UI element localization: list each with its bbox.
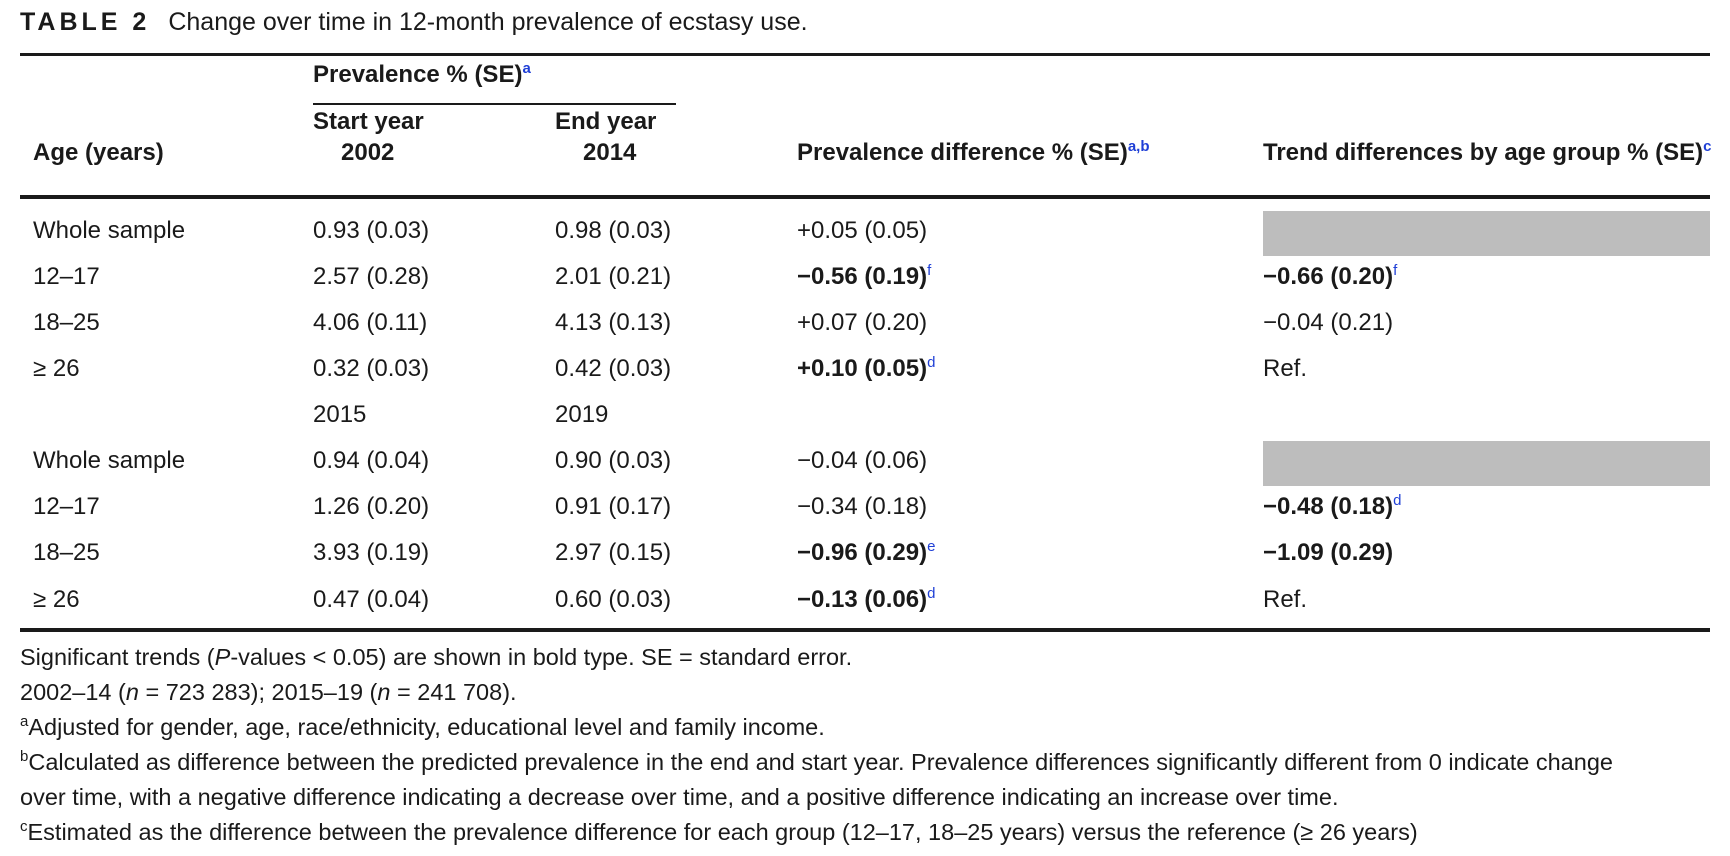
- trend-cell: Ref.: [1263, 355, 1308, 382]
- start-cell: 4.06 (0.11): [313, 309, 428, 336]
- start-cell: 0.93 (0.03): [313, 217, 430, 244]
- diff-cell: −0.13 (0.06)d: [797, 585, 936, 613]
- bottom-rule: [20, 628, 1710, 632]
- trend-cell: Ref.: [1263, 586, 1308, 613]
- end-cell: 0.60 (0.03): [555, 586, 672, 613]
- age-cell: ≥ 26: [33, 586, 80, 613]
- age-cell: Whole sample: [33, 447, 186, 474]
- footnote-sample-size: 2002–14 (n = 723 283); 2015–19 (n = 241 …: [20, 679, 517, 705]
- footnote-significance: Significant trends (P-values < 0.05) are…: [20, 644, 853, 670]
- start-cell: 3.93 (0.19): [313, 539, 430, 566]
- table-row: Whole sample 0.94 (0.04) 0.90 (0.03) −0.…: [0, 438, 1730, 486]
- shaded-cell: [1263, 441, 1710, 486]
- age-cell: ≥ 26: [33, 355, 80, 382]
- footnote-ref: e: [927, 538, 936, 555]
- start-year-value: 2002: [341, 139, 395, 166]
- footnote-c: cEstimated as the difference between the…: [20, 818, 1418, 845]
- top-rule: [20, 53, 1710, 56]
- end-cell: 0.42 (0.03): [555, 355, 672, 382]
- footnote-ref: c: [1703, 138, 1712, 155]
- footnote-ref: d: [927, 354, 936, 371]
- trend-header: Trend differences by age group % (SE)c: [1263, 138, 1712, 166]
- table-row: 12–17 2.57 (0.28) 2.01 (0.21) −0.56 (0.1…: [0, 254, 1730, 300]
- shaded-cell: [1263, 211, 1710, 256]
- start-cell: 2.57 (0.28): [313, 263, 430, 290]
- table-caption: TABLE 2 Change over time in 12-month prev…: [20, 8, 808, 37]
- age-cell: Whole sample: [33, 217, 186, 244]
- table-row: 18–25 4.06 (0.11) 4.13 (0.13) +0.07 (0.2…: [0, 300, 1730, 346]
- end-cell: 0.90 (0.03): [555, 447, 672, 474]
- diff-header: Prevalence difference % (SE)a,b: [797, 138, 1150, 166]
- table-row: ≥ 26 0.47 (0.04) 0.60 (0.03) −0.13 (0.06…: [0, 577, 1730, 623]
- diff-cell: +0.07 (0.20): [797, 309, 928, 336]
- table-title: Change over time in 12-month prevalence …: [168, 8, 808, 36]
- age-cell: 18–25: [33, 539, 100, 566]
- end-cell: 0.98 (0.03): [555, 217, 672, 244]
- diff-cell: −0.56 (0.19)f: [797, 262, 932, 290]
- end-cell: 2.01 (0.21): [555, 263, 672, 290]
- spanner-rule: [313, 103, 676, 105]
- age-header: Age (years): [33, 139, 164, 166]
- end-cell: 0.91 (0.17): [555, 493, 672, 520]
- end-year-label: End year: [555, 108, 657, 135]
- start-cell: 0.94 (0.04): [313, 447, 430, 474]
- trend-cell: −0.66 (0.20)f: [1263, 262, 1398, 290]
- footnote-ref: a,b: [1127, 138, 1150, 155]
- diff-cell: −0.34 (0.18): [797, 493, 928, 520]
- table-row: 18–25 3.93 (0.19) 2.97 (0.15) −0.96 (0.2…: [0, 530, 1730, 576]
- diff-cell: +0.05 (0.05): [797, 217, 928, 244]
- end-cell: 4.13 (0.13): [555, 309, 672, 336]
- footnote-ref: d: [1393, 492, 1402, 509]
- end-cell: 2.97 (0.15): [555, 539, 672, 566]
- table-row: 12–17 1.26 (0.20) 0.91 (0.17) −0.34 (0.1…: [0, 484, 1730, 530]
- age-cell: 12–17: [33, 493, 100, 520]
- trend-cell: −0.04 (0.21): [1263, 309, 1394, 336]
- footnote-ref: a: [522, 60, 531, 77]
- table-row: Whole sample 0.93 (0.03) 0.98 (0.03) +0.…: [0, 208, 1730, 256]
- table-label: TABLE 2: [20, 8, 151, 36]
- trend-cell: −1.09 (0.29): [1263, 539, 1394, 566]
- table-row-period: 2015 2019: [0, 392, 1730, 438]
- diff-cell: −0.96 (0.29)e: [797, 538, 936, 566]
- table-footnotes: Significant trends (P-values < 0.05) are…: [20, 640, 1720, 850]
- start-year-label: Start year: [313, 108, 424, 135]
- age-cell: 18–25: [33, 309, 100, 336]
- trend-cell: −0.48 (0.18)d: [1263, 492, 1402, 520]
- footnote-ref: f: [1393, 262, 1398, 279]
- prevalence-group-header: Prevalence % (SE)a: [313, 60, 531, 88]
- footnote-ref: f: [927, 262, 932, 279]
- footnote-ref: d: [927, 585, 936, 602]
- end-year-cell: 2019: [555, 401, 609, 428]
- footnote-b: bCalculated as difference between the pr…: [20, 748, 1613, 810]
- diff-cell: −0.04 (0.06): [797, 447, 928, 474]
- diff-cell: +0.10 (0.05)d: [797, 354, 936, 382]
- start-year-cell: 2015: [313, 401, 367, 428]
- footnote-a: aAdjusted for gender, age, race/ethnicit…: [20, 713, 825, 740]
- table-row: ≥ 26 0.32 (0.03) 0.42 (0.03) +0.10 (0.05…: [0, 346, 1730, 392]
- start-cell: 1.26 (0.20): [313, 493, 430, 520]
- age-cell: 12–17: [33, 263, 100, 290]
- end-year-value: 2014: [583, 139, 637, 166]
- header-rule: [20, 195, 1710, 199]
- start-cell: 0.32 (0.03): [313, 355, 430, 382]
- start-cell: 0.47 (0.04): [313, 586, 430, 613]
